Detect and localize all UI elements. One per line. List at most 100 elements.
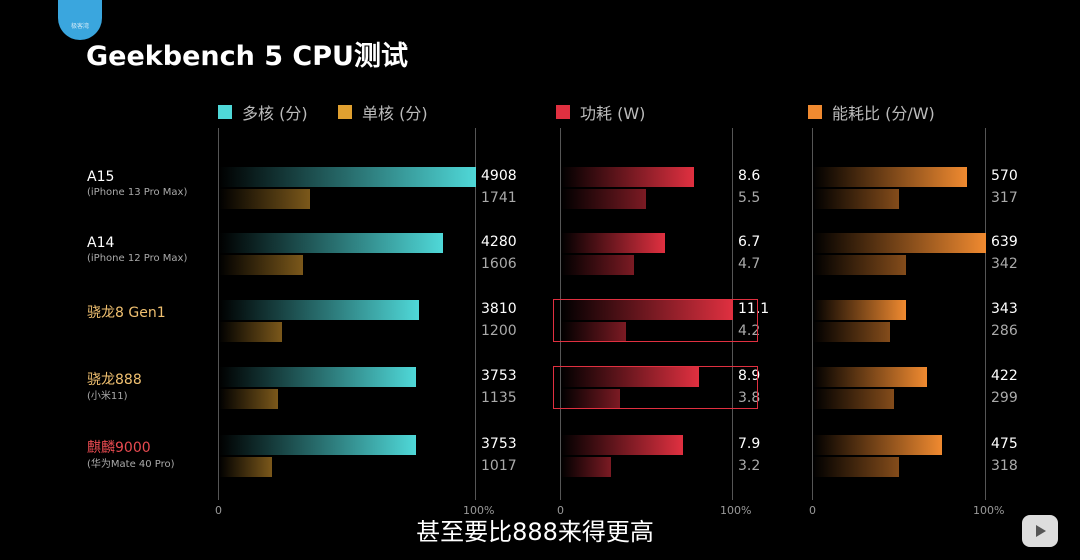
bar (219, 322, 282, 342)
legend-label: 能耗比 (分/W) (832, 104, 935, 123)
value-label: 6.7 (738, 234, 761, 250)
legend-label: 功耗 (W) (580, 104, 646, 123)
row-sublabel: (小米11) (87, 391, 128, 402)
tick-label: 0 (809, 504, 816, 517)
value-label: 342 (991, 256, 1018, 272)
bar (561, 435, 684, 455)
value-label: 3753 (481, 368, 517, 384)
bar (219, 167, 476, 187)
bar (561, 189, 647, 209)
tick-label: 0 (215, 504, 222, 517)
bar (561, 367, 699, 387)
chart-title: Geekbench 5 CPU测试 (86, 41, 408, 72)
value-label: 317 (991, 190, 1018, 206)
axis-line-100 (475, 128, 476, 500)
value-label: 1741 (481, 190, 517, 206)
value-label: 299 (991, 390, 1018, 406)
bar (561, 457, 611, 477)
bar (561, 389, 620, 409)
bar (561, 233, 665, 253)
value-label: 3810 (481, 301, 517, 317)
subtitle-caption: 甚至要比888来得更高 (416, 518, 654, 546)
row-label: 骁龙8 Gen1 (87, 305, 166, 321)
bar (561, 255, 634, 275)
value-label: 3753 (481, 436, 517, 452)
bar (219, 233, 444, 253)
row-sublabel: (iPhone 13 Pro Max) (87, 187, 188, 198)
tick-label: 100% (973, 504, 1005, 517)
bar (219, 189, 311, 209)
axis-line (560, 128, 561, 500)
bar (813, 435, 942, 455)
bar (219, 389, 279, 409)
legend-swatch (338, 105, 352, 119)
bar (219, 435, 416, 455)
legend-item: 能耗比 (分/W) (808, 100, 935, 124)
value-label: 8.6 (738, 168, 761, 184)
bilibili-tv-icon (1022, 515, 1058, 547)
row-label: 麒麟9000 (87, 440, 151, 456)
value-label: 422 (991, 368, 1018, 384)
logo-text: 极客湾 (70, 23, 89, 30)
row-sublabel: (华为Mate 40 Pro) (87, 459, 175, 470)
value-label: 5.5 (738, 190, 761, 206)
value-label: 343 (991, 301, 1018, 317)
bar (813, 167, 968, 187)
bar (219, 300, 419, 320)
axis-line (218, 128, 219, 500)
value-label: 475 (991, 436, 1018, 452)
legend-swatch (218, 105, 232, 119)
value-label: 11.1 (738, 301, 770, 317)
bar (813, 457, 900, 477)
value-label: 639 (991, 234, 1018, 250)
bar (813, 322, 891, 342)
axis-line (812, 128, 813, 500)
channel-logo: 极客湾 (58, 0, 102, 40)
value-label: 8.9 (738, 368, 761, 384)
bar (813, 189, 899, 209)
value-label: 318 (991, 458, 1018, 474)
value-label: 570 (991, 168, 1018, 184)
bar (813, 255, 906, 275)
highlight-box (553, 299, 758, 342)
bar (561, 300, 733, 320)
legend-item: 功耗 (W) (556, 100, 645, 124)
axis-line-100 (985, 128, 986, 500)
legend-item: 单核 (分) (338, 100, 428, 124)
value-label: 3.8 (738, 390, 761, 406)
value-label: 1200 (481, 323, 517, 339)
bar (813, 300, 906, 320)
row-label: A14 (87, 235, 115, 251)
value-label: 7.9 (738, 436, 761, 452)
value-label: 1135 (481, 390, 517, 406)
tick-label: 100% (720, 504, 752, 517)
bar (219, 457, 273, 477)
tick-label: 100% (463, 504, 495, 517)
legend-swatch (556, 105, 570, 119)
bar (813, 233, 986, 253)
highlight-box (553, 366, 758, 409)
value-label: 4280 (481, 234, 517, 250)
bar (813, 367, 928, 387)
bar (813, 389, 894, 409)
bar (561, 322, 627, 342)
value-label: 4908 (481, 168, 517, 184)
value-label: 3.2 (738, 458, 761, 474)
value-label: 1606 (481, 256, 517, 272)
value-label: 4.2 (738, 323, 761, 339)
legend-label: 单核 (分) (362, 104, 428, 123)
legend-item: 多核 (分) (218, 100, 308, 124)
row-label: A15 (87, 169, 115, 185)
legend-swatch (808, 105, 822, 119)
row-sublabel: (iPhone 12 Pro Max) (87, 253, 188, 264)
value-label: 4.7 (738, 256, 761, 272)
tick-label: 0 (557, 504, 564, 517)
bar (561, 167, 695, 187)
value-label: 286 (991, 323, 1018, 339)
bar (219, 255, 304, 275)
legend-label: 多核 (分) (242, 104, 308, 123)
bar (219, 367, 416, 387)
row-label: 骁龙888 (87, 372, 142, 388)
value-label: 1017 (481, 458, 517, 474)
